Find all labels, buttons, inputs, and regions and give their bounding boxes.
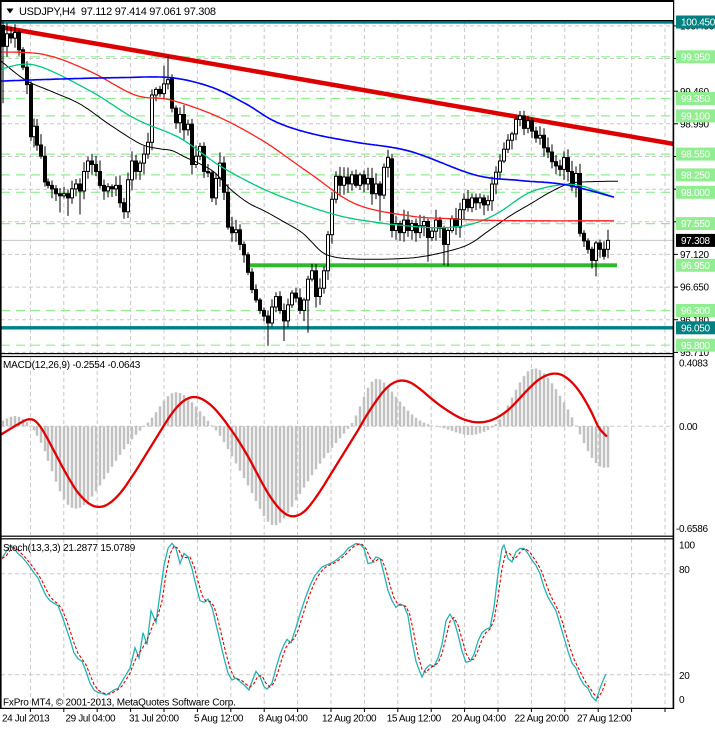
svg-text:100.450: 100.450 [681, 18, 715, 29]
svg-text:98.990: 98.990 [680, 119, 710, 130]
svg-text:31 Jul 20:00: 31 Jul 20:00 [129, 714, 180, 725]
svg-text:99.100: 99.100 [681, 112, 711, 123]
svg-text:24 Jul 2013: 24 Jul 2013 [2, 714, 50, 725]
svg-text:98.550: 98.550 [681, 150, 711, 161]
svg-text:100: 100 [679, 540, 696, 551]
svg-text:27 Aug 12:00: 27 Aug 12:00 [577, 714, 632, 725]
svg-text:15 Aug 12:00: 15 Aug 12:00 [387, 714, 442, 725]
svg-text:Stoch(13,3,3) 21.2877 15.0789: Stoch(13,3,3) 21.2877 15.0789 [3, 543, 136, 554]
svg-text:96.050: 96.050 [681, 323, 711, 334]
svg-text:96.950: 96.950 [681, 261, 711, 272]
svg-text:97.120: 97.120 [680, 250, 710, 261]
svg-text:97.550: 97.550 [681, 219, 711, 230]
svg-text:80: 80 [679, 565, 690, 576]
svg-text:99.350: 99.350 [681, 94, 711, 105]
svg-text:0.00: 0.00 [679, 422, 698, 433]
svg-text:98.000: 98.000 [681, 188, 711, 199]
svg-text:20 Aug 04:00: 20 Aug 04:00 [452, 714, 507, 725]
svg-text:98.250: 98.250 [681, 171, 711, 182]
svg-text:95.710: 95.710 [680, 348, 710, 359]
svg-text:8 Aug 04:00: 8 Aug 04:00 [259, 714, 309, 725]
svg-text:-0.6586: -0.6586 [676, 524, 709, 535]
svg-text:96.650: 96.650 [680, 283, 710, 294]
svg-text:20: 20 [679, 671, 690, 682]
svg-text:99.950: 99.950 [681, 52, 711, 63]
svg-text:0: 0 [679, 695, 685, 706]
svg-text:5 Aug 12:00: 5 Aug 12:00 [194, 714, 244, 725]
svg-text:97.308: 97.308 [681, 236, 711, 247]
svg-text:MACD(12,26,9) -0.2554 -0.0643: MACD(12,26,9) -0.2554 -0.0643 [3, 360, 141, 371]
svg-text:96.300: 96.300 [681, 306, 711, 317]
svg-text:USDJPY,H4 97.112 97.414 97.06: USDJPY,H4 97.112 97.414 97.061 97.308 [19, 6, 216, 18]
svg-text:0.4083: 0.4083 [679, 359, 709, 370]
svg-text:95.800: 95.800 [681, 341, 711, 352]
svg-text:29 Jul 04:00: 29 Jul 04:00 [66, 714, 117, 725]
svg-text:22 Aug 20:00: 22 Aug 20:00 [515, 714, 570, 725]
svg-text:96.180: 96.180 [680, 315, 710, 326]
svg-text:12 Aug 20:00: 12 Aug 20:00 [322, 714, 377, 725]
svg-text:FxPro MT4, © 2001-2013, MetaQu: FxPro MT4, © 2001-2013, MetaQuotes Softw… [3, 698, 236, 709]
